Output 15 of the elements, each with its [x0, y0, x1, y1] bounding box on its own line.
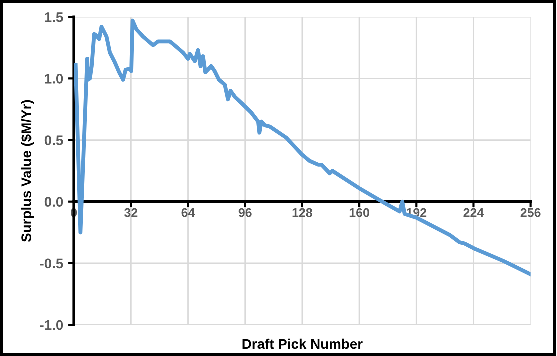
y-tick-label: 0.5: [44, 136, 64, 146]
x-tick-label: 64: [182, 208, 196, 218]
y-tick-label: -1.0: [40, 320, 64, 330]
y-tick-label: 1.0: [45, 74, 64, 84]
y-axis-title: Surplus Value ($M/Yr): [20, 100, 34, 242]
x-tick-label: 96: [238, 208, 252, 218]
x-tick-label: 128: [292, 208, 312, 218]
y-tick-label: 1.5: [45, 12, 64, 22]
x-tick-label: 224: [464, 208, 484, 218]
x-tick-label: 32: [124, 208, 138, 218]
x-axis-title: Draft Pick Number: [242, 338, 363, 350]
x-tick-label: 256: [520, 208, 541, 218]
y-tick-label: -0.5: [40, 258, 64, 269]
x-tick-label: 160: [350, 208, 370, 218]
y-tick-label: 0.0: [44, 197, 64, 208]
